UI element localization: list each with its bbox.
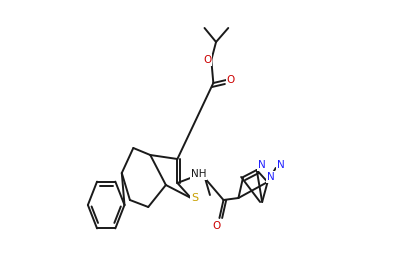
Text: O: O bbox=[203, 55, 211, 65]
Text: O: O bbox=[212, 221, 220, 231]
Text: NH: NH bbox=[190, 169, 206, 179]
Text: N: N bbox=[267, 172, 275, 182]
Text: N: N bbox=[277, 160, 285, 170]
Text: N: N bbox=[258, 160, 266, 170]
Text: S: S bbox=[191, 193, 199, 203]
Text: O: O bbox=[227, 75, 235, 85]
